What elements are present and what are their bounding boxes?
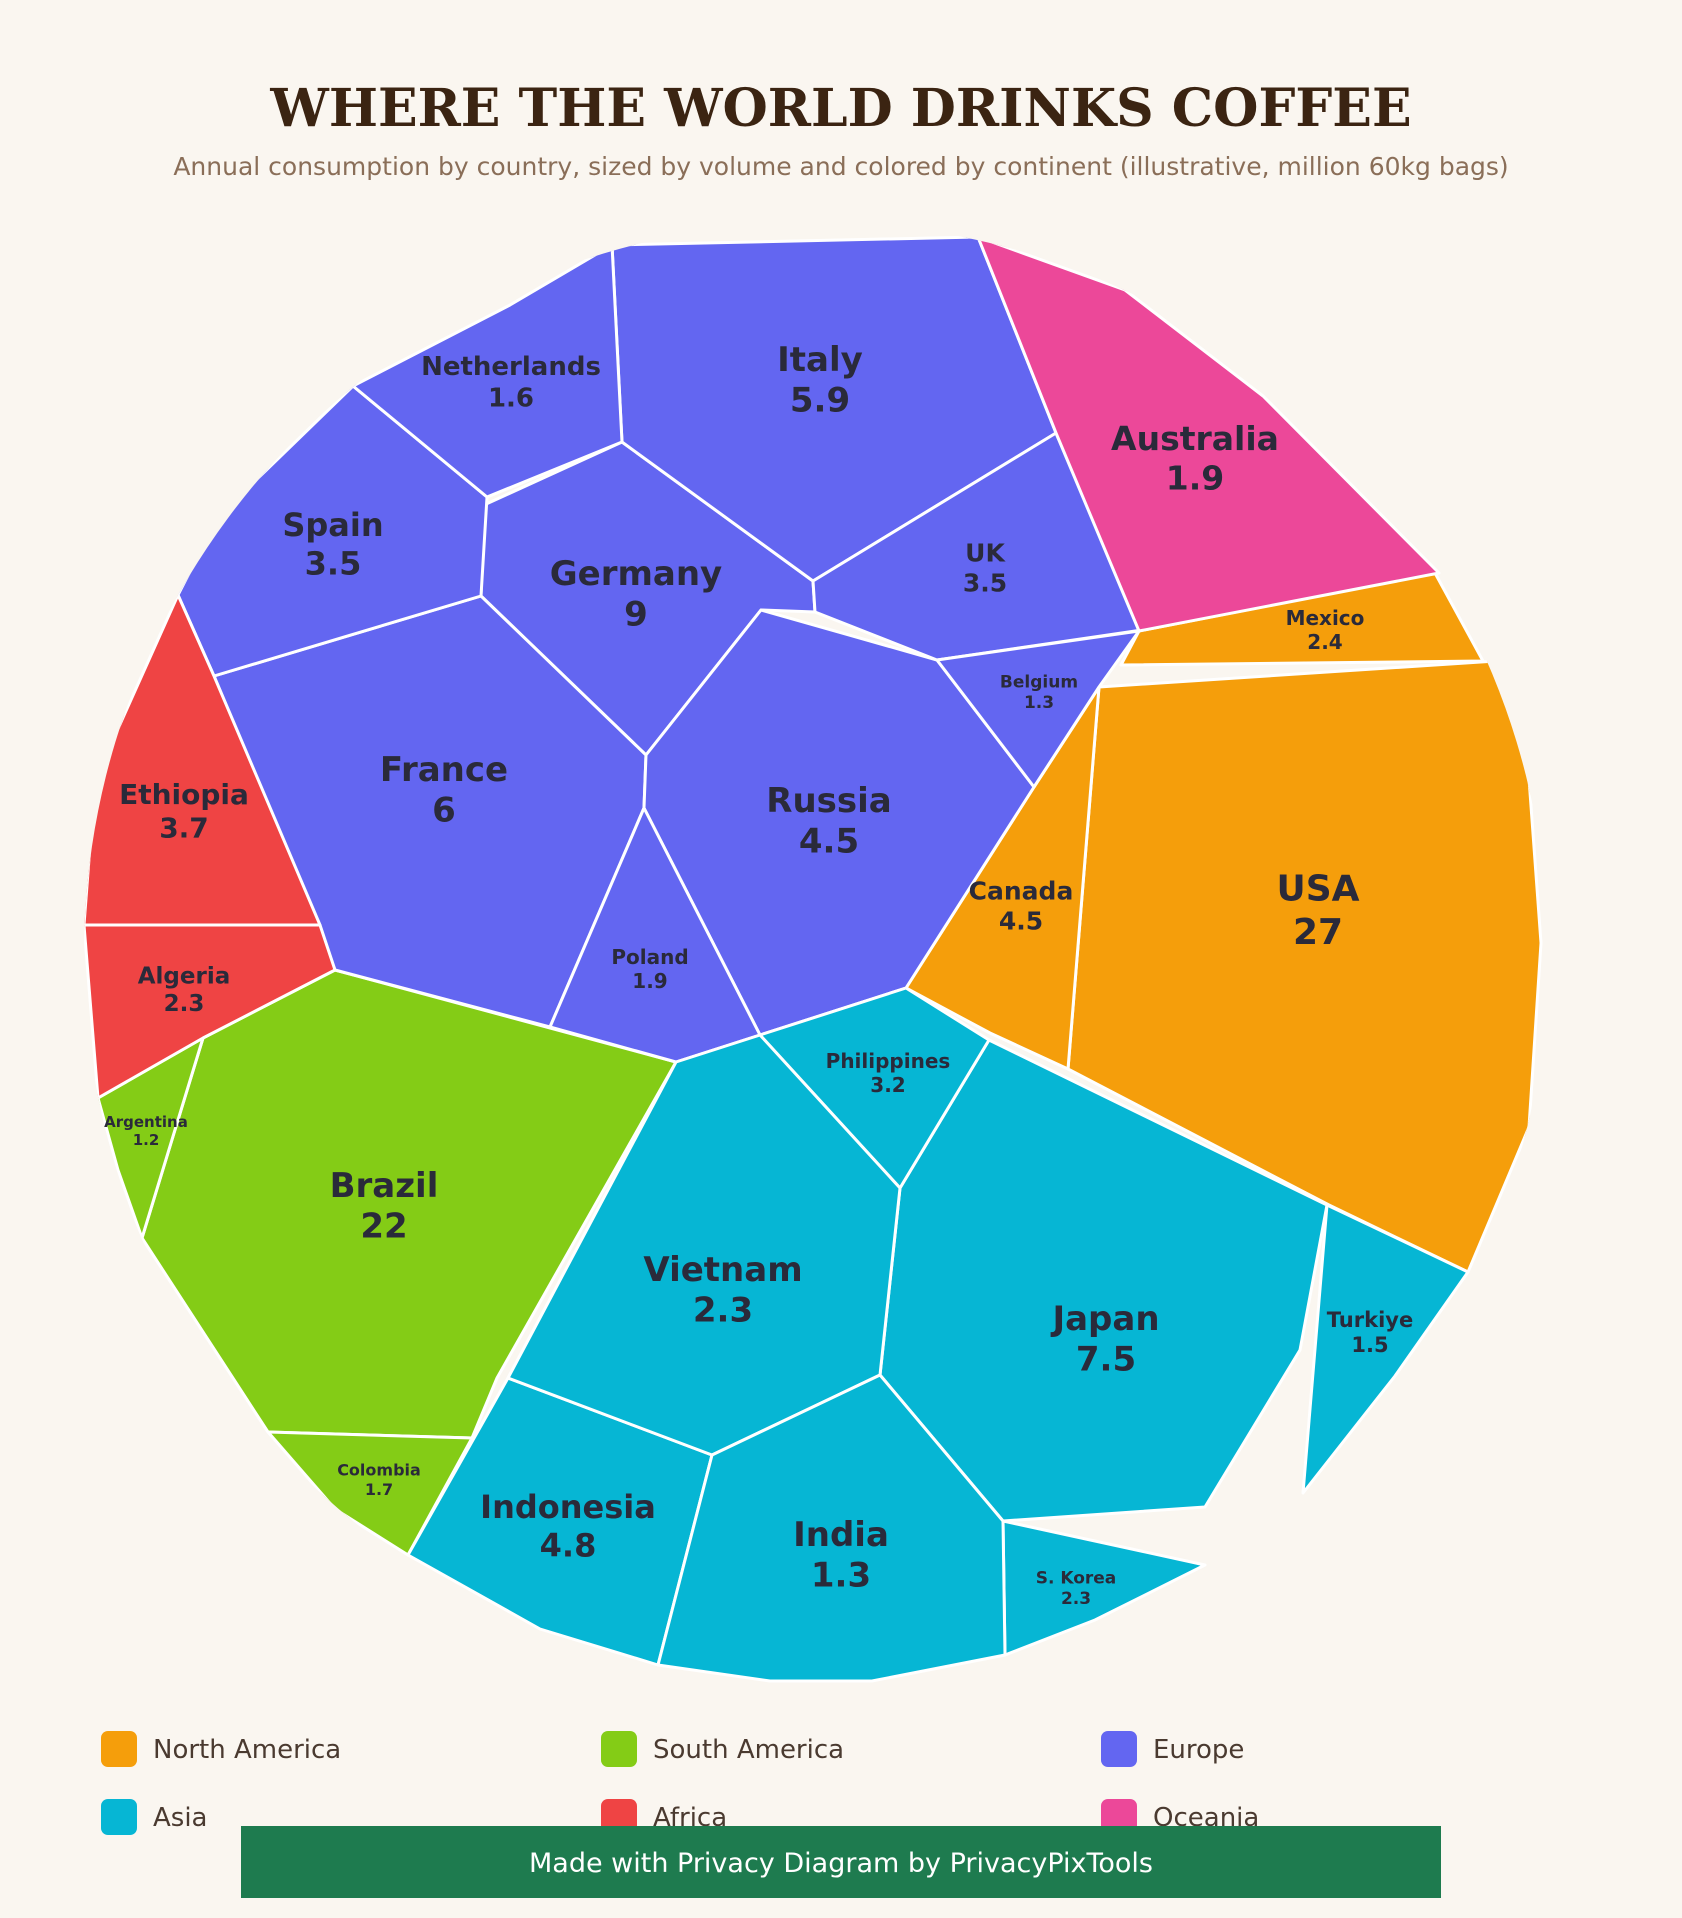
cell-value-germany: 9 <box>624 595 648 635</box>
cell-name-spain: Spain <box>282 506 383 544</box>
labels-group: USA27Canada4.5Mexico2.4Brazil22Colombia1… <box>104 340 1413 1609</box>
cell-name-uk: UK <box>965 538 1006 567</box>
legend-label-north-america: North America <box>153 1735 341 1765</box>
cell-netherlands[interactable] <box>351 243 624 499</box>
cell-name-germany: Germany <box>550 554 722 594</box>
cell-value-ethiopia: 3.7 <box>159 811 209 844</box>
cell-value-indonesia: 4.8 <box>540 1527 597 1565</box>
cell-name-canada: Canada <box>969 876 1074 905</box>
cell-name-mexico: Mexico <box>1286 606 1365 630</box>
cell-value-poland: 1.9 <box>632 969 667 993</box>
cell-value-australia: 1.9 <box>1166 459 1224 498</box>
cell-name-ethiopia: Ethiopia <box>119 778 249 811</box>
cell-value-mexico: 2.4 <box>1307 630 1342 654</box>
cell-value-argentina: 1.2 <box>133 1131 160 1149</box>
cell-value-netherlands: 1.6 <box>488 383 534 413</box>
cell-value-france: 6 <box>432 791 456 831</box>
cell-name-netherlands: Netherlands <box>421 352 601 382</box>
cells-group <box>84 235 1543 1683</box>
cell-name-usa: USA <box>1276 869 1359 910</box>
cell-name-france: France <box>380 750 508 790</box>
cell-name-colombia: Colombia <box>337 1461 421 1480</box>
cell-name-india: India <box>793 1515 889 1555</box>
cell-name-philippines: Philippines <box>826 1049 951 1073</box>
legend-swatch-europe <box>1101 1731 1137 1767</box>
cell-value-canada: 4.5 <box>999 906 1043 935</box>
legend-swatch-south-america <box>601 1731 637 1767</box>
cell-name-s-korea: S. Korea <box>1036 1568 1117 1588</box>
banner-text[interactable]: Made with Privacy Diagram by PrivacyPixT… <box>529 1848 1153 1879</box>
cell-value-philippines: 3.2 <box>870 1073 905 1097</box>
cell-india[interactable] <box>656 1373 1007 1683</box>
cell-name-italy: Italy <box>777 340 863 380</box>
cell-value-india: 1.3 <box>811 1556 871 1596</box>
cell-value-usa: 27 <box>1293 912 1343 953</box>
cell-value-colombia: 1.7 <box>365 1480 393 1499</box>
legend-swatch-asia <box>101 1799 137 1835</box>
cell-algeria[interactable] <box>84 923 337 1100</box>
cell-name-belgium: Belgium <box>1000 672 1078 692</box>
cell-name-turkiye: Turkiye <box>1327 1308 1413 1332</box>
legend-label-asia: Asia <box>153 1803 208 1833</box>
cell-name-poland: Poland <box>611 945 688 969</box>
legend-swatch-north-america <box>101 1731 137 1767</box>
cell-value-brazil: 22 <box>360 1207 407 1247</box>
banner-background <box>241 1826 1441 1898</box>
cell-value-russia: 4.5 <box>799 822 859 862</box>
banner[interactable]: Made with Privacy Diagram by PrivacyPixT… <box>241 1826 1441 1898</box>
cell-name-australia: Australia <box>1111 419 1279 458</box>
cell-name-algeria: Algeria <box>138 964 231 990</box>
cell-name-brazil: Brazil <box>330 1166 439 1206</box>
cell-value-spain: 3.5 <box>305 545 362 583</box>
cell-value-s-korea: 2.3 <box>1061 1589 1091 1609</box>
chart-subtitle: Annual consumption by country, sized by … <box>173 152 1508 181</box>
cell-value-uk: 3.5 <box>963 568 1007 597</box>
cell-turkiye[interactable] <box>1301 1203 1470 1495</box>
cell-value-turkiye: 1.5 <box>1351 1333 1388 1357</box>
legend-label-europe: Europe <box>1153 1735 1244 1765</box>
cell-value-algeria: 2.3 <box>164 991 205 1017</box>
cell-name-vietnam: Vietnam <box>643 1250 802 1290</box>
cell-name-indonesia: Indonesia <box>480 1488 656 1526</box>
cell-name-japan: Japan <box>1050 1299 1159 1339</box>
cell-name-russia: Russia <box>766 781 891 821</box>
cell-value-belgium: 1.3 <box>1024 693 1054 713</box>
chart-title: WHERE THE WORLD DRINKS COFFEE <box>269 78 1411 139</box>
cell-value-italy: 5.9 <box>790 381 850 421</box>
cell-belgium[interactable] <box>935 629 1141 789</box>
cell-value-vietnam: 2.3 <box>693 1291 753 1331</box>
cell-value-japan: 7.5 <box>1076 1340 1136 1380</box>
cell-name-argentina: Argentina <box>104 1113 188 1131</box>
legend-label-south-america: South America <box>653 1735 844 1765</box>
